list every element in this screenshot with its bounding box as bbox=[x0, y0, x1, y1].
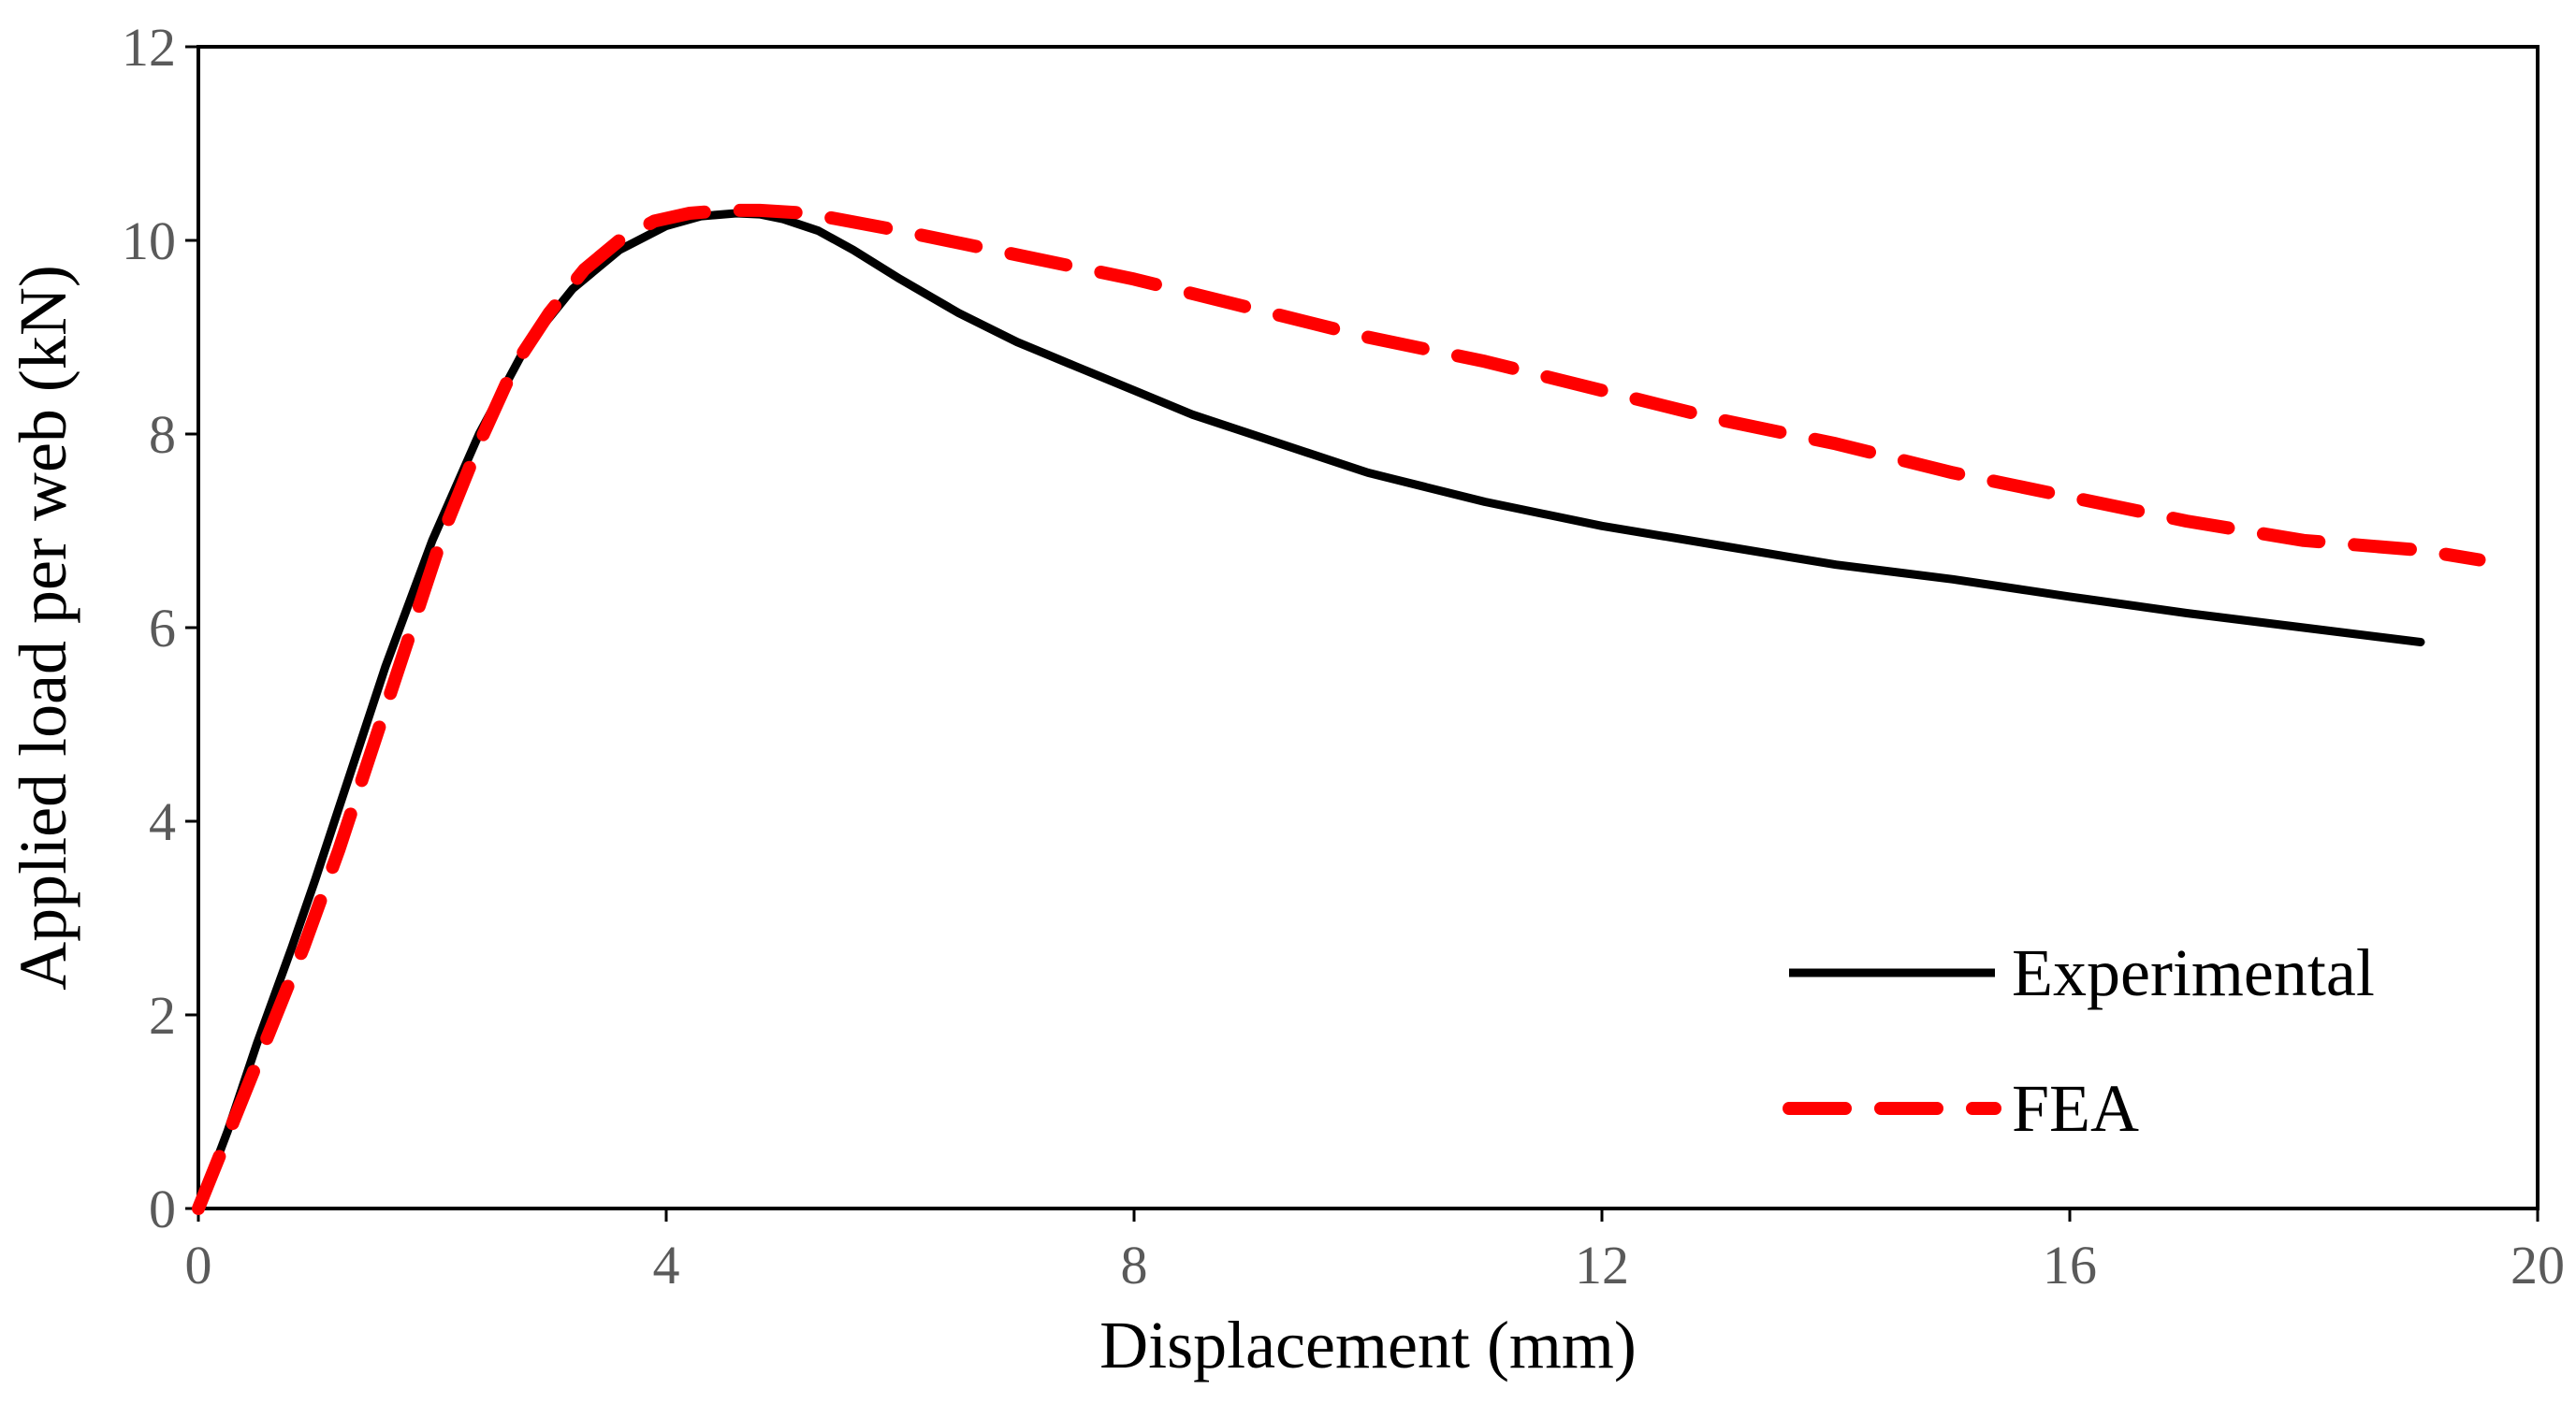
y-tick-label: 12 bbox=[122, 17, 176, 78]
y-tick-label: 0 bbox=[149, 1179, 176, 1239]
series-group bbox=[192, 203, 2486, 1215]
x-tick-label: 16 bbox=[2043, 1235, 2097, 1295]
x-tick-label: 8 bbox=[1121, 1235, 1148, 1295]
legend-label-experimental: Experimental bbox=[2012, 935, 2375, 1010]
x-axis: 0 4 8 12 16 20 bbox=[185, 1209, 2565, 1295]
y-axis-title: Applied load per web (kN) bbox=[6, 265, 80, 991]
y-tick-label: 4 bbox=[149, 791, 176, 852]
legend: Experimental FEA bbox=[1783, 935, 2375, 1146]
plot-border bbox=[196, 45, 2540, 1210]
y-tick-label: 6 bbox=[149, 598, 176, 659]
y-tick-label: 2 bbox=[149, 985, 176, 1046]
series-line-experimental bbox=[194, 209, 2425, 1213]
y-tick-label: 8 bbox=[149, 404, 176, 465]
y-tick-label: 10 bbox=[122, 210, 176, 271]
x-tick-label: 12 bbox=[1575, 1235, 1629, 1295]
x-tick-label: 20 bbox=[2511, 1235, 2565, 1295]
plot-area bbox=[196, 45, 2540, 1210]
series-line-fea bbox=[192, 203, 2486, 1215]
x-tick-label: 0 bbox=[185, 1235, 212, 1295]
legend-label-fea: FEA bbox=[2012, 1071, 2139, 1146]
y-axis: 0 2 4 6 8 10 12 bbox=[122, 17, 198, 1239]
x-axis-title: Displacement (mm) bbox=[1099, 1308, 1637, 1382]
x-tick-label: 4 bbox=[653, 1235, 680, 1295]
